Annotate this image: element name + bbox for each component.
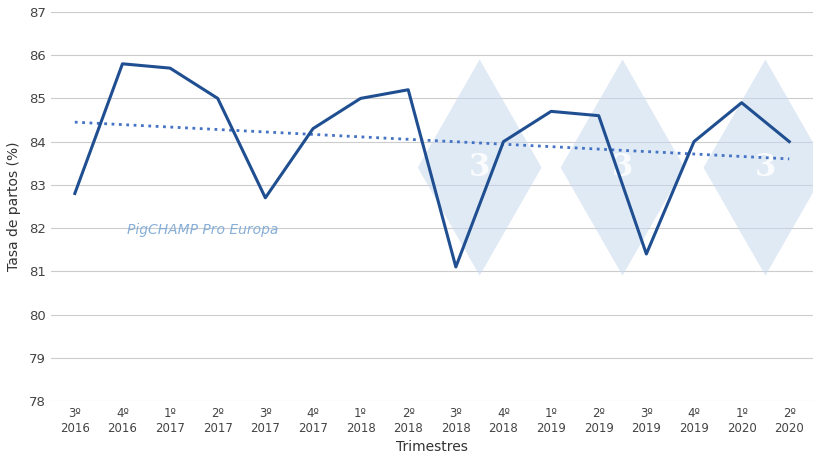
Polygon shape xyxy=(703,59,819,276)
Y-axis label: Tasa de partos (%): Tasa de partos (%) xyxy=(7,142,21,271)
Polygon shape xyxy=(560,59,684,276)
Text: 3: 3 xyxy=(753,152,775,183)
X-axis label: Trimestres: Trimestres xyxy=(396,440,468,454)
Text: 3: 3 xyxy=(468,152,490,183)
Text: PigCHAMP Pro Europa: PigCHAMP Pro Europa xyxy=(127,223,278,236)
Polygon shape xyxy=(417,59,541,276)
Text: 3: 3 xyxy=(611,152,632,183)
